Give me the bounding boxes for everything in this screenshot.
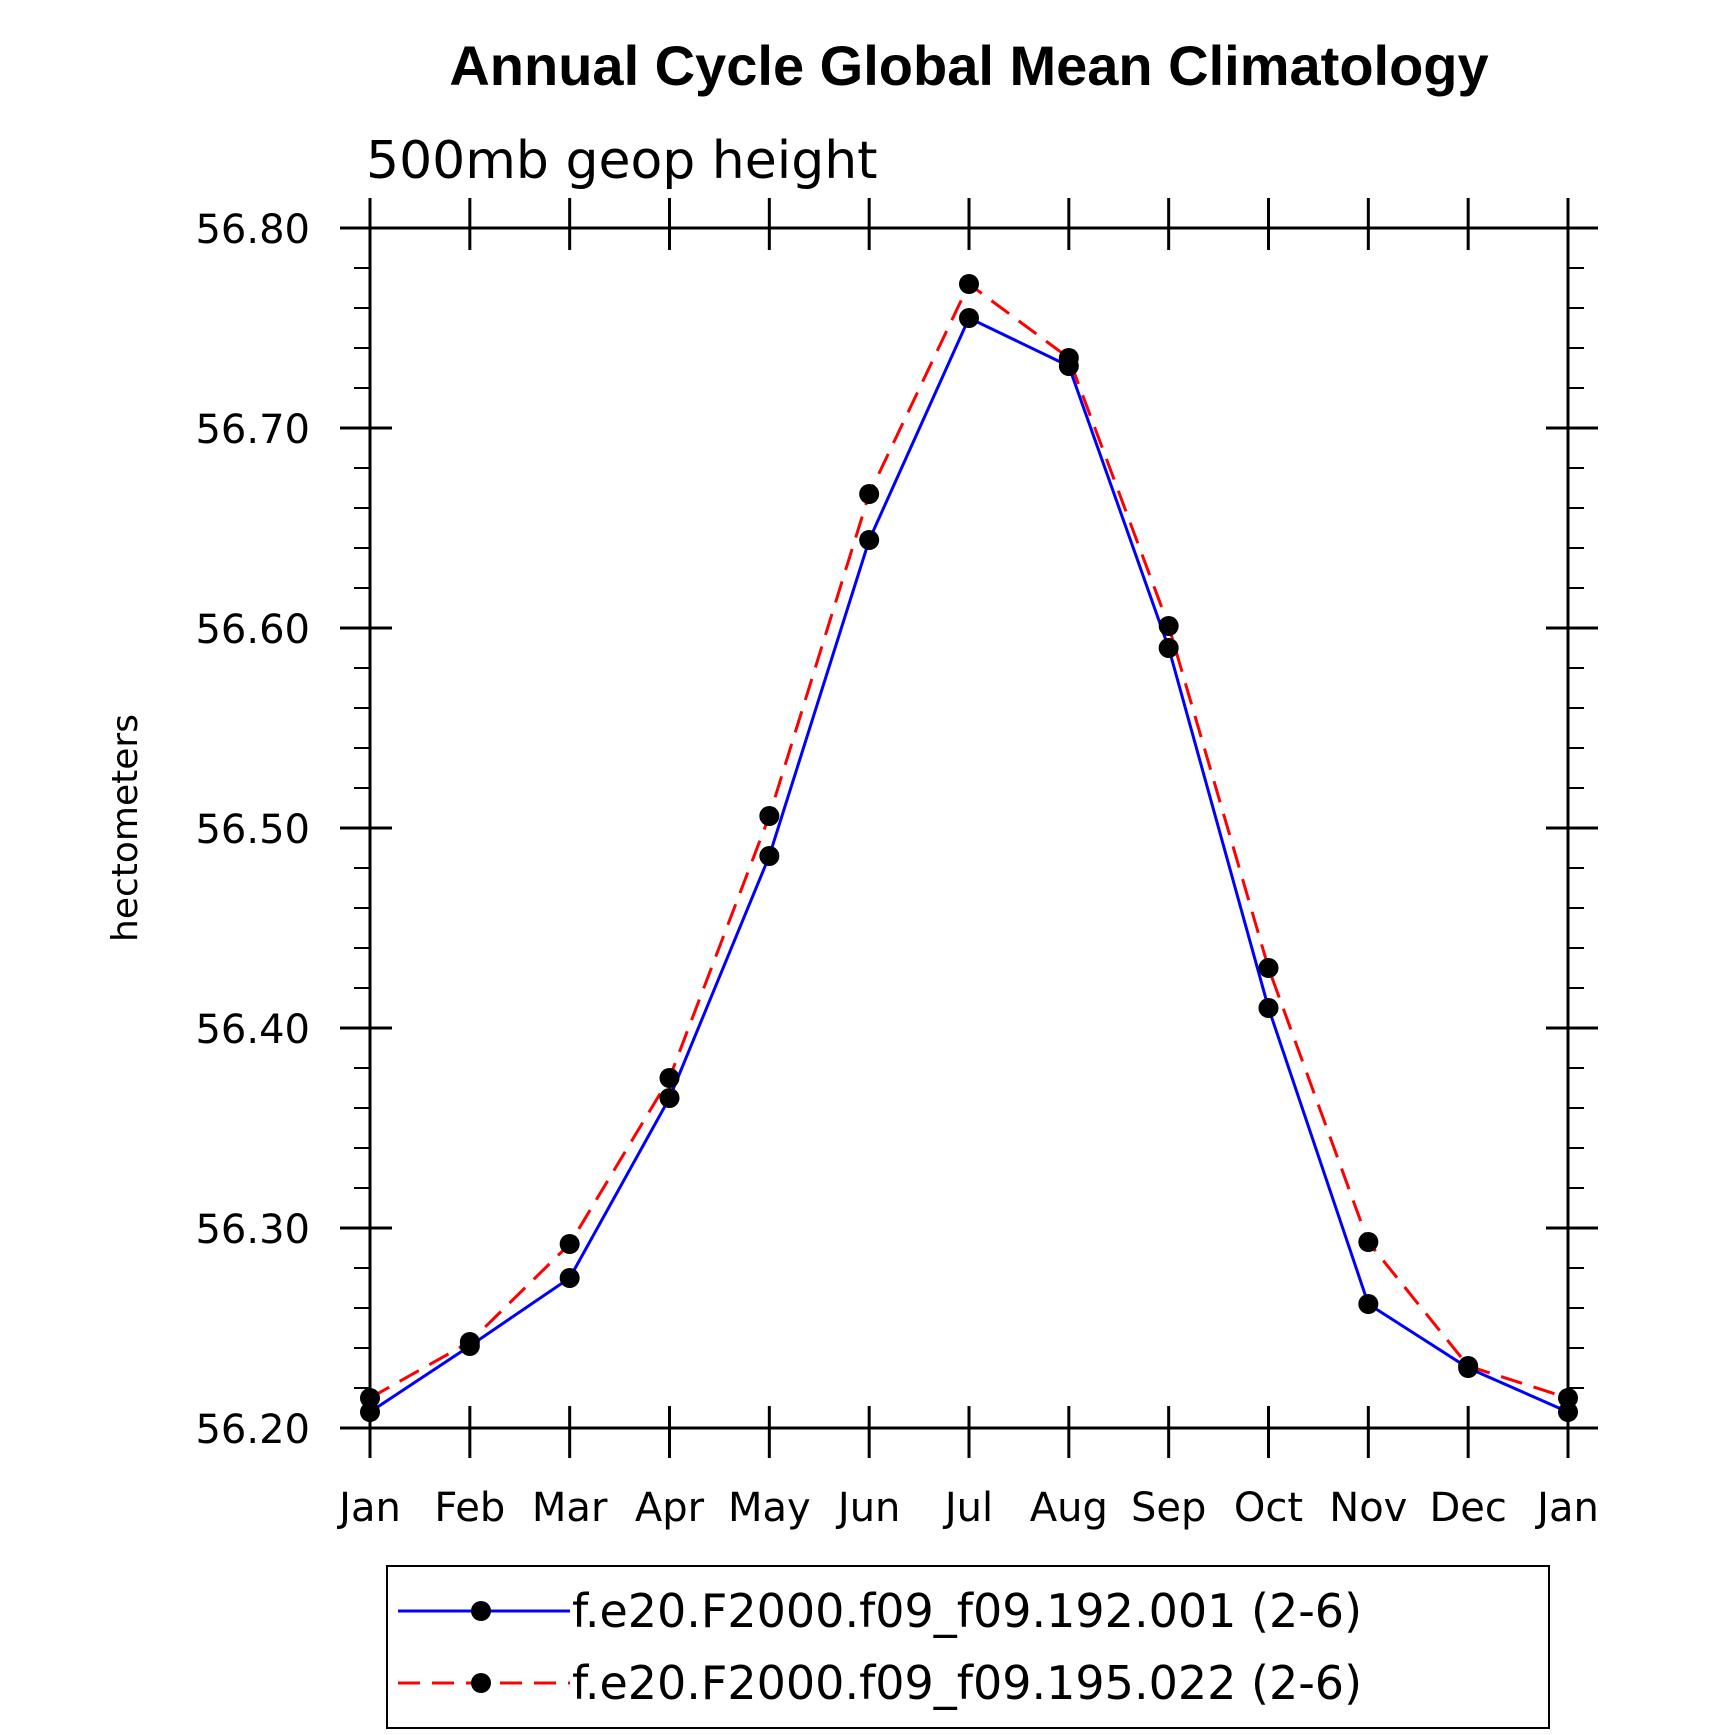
x-tick-label: Oct [1234, 1485, 1303, 1531]
data-point-series-2 [1258, 958, 1279, 978]
data-point-series-2 [659, 1068, 680, 1088]
x-tick-label: Jun [835, 1485, 901, 1531]
data-point-series-1 [360, 1402, 380, 1422]
x-tick-label: May [728, 1485, 811, 1531]
legend-swatch-marker-1 [471, 1601, 491, 1621]
data-point-series-2 [1558, 1388, 1578, 1408]
series-markers [360, 274, 1578, 1422]
legend-swatch-marker-2 [471, 1673, 491, 1693]
chart-title: Annual Cycle Global Mean Climatology [449, 34, 1488, 97]
series-line-2 [369, 281, 1569, 1400]
data-point-series-1 [959, 308, 979, 328]
x-tick-label: Mar [532, 1485, 608, 1531]
data-point-series-1 [659, 1088, 680, 1108]
y-tick-label: 56.30 [195, 1207, 310, 1253]
data-point-series-2 [759, 806, 780, 826]
y-axis-label: hectometers [105, 714, 146, 942]
x-tick-label: Nov [1329, 1485, 1407, 1531]
x-tick-label: Apr [635, 1485, 705, 1531]
y-tick-labels: 56.20 56.30 56.40 56.50 56.60 56.70 56.80 [195, 207, 310, 1453]
data-point-series-2 [459, 1332, 480, 1352]
plot-frame [368, 226, 1570, 1430]
legend: f.e20.F2000.f09_f09.192.001 (2-6) f.e20.… [386, 1565, 1550, 1729]
legend-box [386, 1565, 1550, 1729]
legend-label-2: f.e20.F2000.f09_f09.195.022 (2-6) [572, 1656, 1362, 1710]
legend-label-1: f.e20.F2000.f09_f09.192.001 (2-6) [572, 1584, 1362, 1638]
series-lines [369, 281, 1569, 1414]
y-tick-label: 56.20 [195, 1407, 310, 1453]
data-point-series-2 [859, 484, 880, 504]
data-point-series-2 [1358, 1232, 1379, 1252]
data-point-series-1 [1158, 638, 1179, 658]
data-point-series-1 [1258, 998, 1279, 1018]
y-tick-label: 56.40 [195, 1007, 310, 1053]
x-tick-label: Jul [942, 1485, 993, 1531]
axis-ticks [340, 198, 1598, 1458]
data-point-series-1 [1558, 1402, 1578, 1422]
x-tick-label: Sep [1131, 1485, 1206, 1531]
x-tick-label: Jan [336, 1485, 401, 1531]
y-tick-label: 56.60 [195, 607, 310, 653]
x-tick-label: Dec [1429, 1485, 1506, 1531]
data-point-series-1 [559, 1268, 580, 1288]
data-point-series-2 [1058, 348, 1079, 368]
data-point-series-2 [959, 274, 979, 294]
data-point-series-2 [360, 1388, 380, 1408]
data-point-series-2 [559, 1234, 580, 1254]
data-point-series-1 [859, 530, 880, 550]
chart-subtitle: 500mb geop height [366, 131, 878, 191]
x-tick-labels: Jan Feb Mar Apr May Jun Jul Aug Sep Oct Nov Dec Jan [336, 1485, 1599, 1531]
y-tick-label: 56.70 [195, 407, 310, 453]
data-point-series-1 [759, 846, 780, 866]
data-point-series-1 [1358, 1294, 1379, 1314]
y-tick-label: 56.80 [195, 207, 310, 253]
data-point-series-2 [1458, 1356, 1479, 1376]
x-tick-label: Feb [434, 1485, 505, 1531]
y-tick-label: 56.50 [195, 807, 310, 853]
x-tick-label: Aug [1030, 1485, 1108, 1531]
series-line-1 [369, 315, 1569, 1414]
x-tick-label: Jan [1534, 1485, 1599, 1531]
data-point-series-2 [1158, 616, 1179, 636]
